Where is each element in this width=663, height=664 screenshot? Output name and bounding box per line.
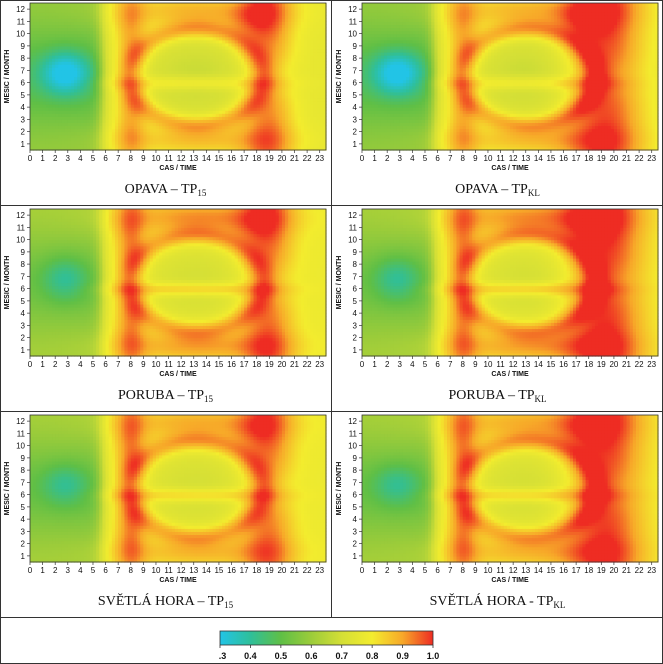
x-tick-label: 8: [129, 154, 134, 163]
x-tick-label: 0: [28, 154, 33, 163]
x-tick-label: 15: [214, 154, 223, 163]
x-tick-label: 16: [227, 154, 236, 163]
panel-opava-tpkl: 0 1 2 3 4 5 6 7 8 9 10 11 12 13 14 15 16 17 18 19 20 21 22 23 1 2…: [332, 0, 663, 205]
y-axis-title: MESIC / MONTH: [4, 50, 11, 104]
heatmap-cells: [362, 3, 659, 151]
x-tick-label: 19: [265, 154, 274, 163]
y-tick-label: 6: [21, 79, 26, 88]
x-tick-label: 11: [164, 154, 173, 163]
y-tick-label: 3: [21, 115, 26, 124]
y-tick-label: 10: [16, 30, 25, 39]
x-tick-label: 9: [141, 154, 146, 163]
x-tick-label: 10: [152, 154, 161, 163]
x-tick-label: 1: [40, 154, 45, 163]
x-tick-label: 2: [53, 154, 58, 163]
y-tick-label: 8: [21, 54, 26, 63]
y-tick-label: 9: [21, 42, 26, 51]
caption-subscript: 15: [197, 188, 206, 198]
x-tick-label: 14: [202, 154, 211, 163]
x-tick-label: 12: [177, 154, 186, 163]
x-tick-label: 20: [277, 154, 286, 163]
y-tick-label: 5: [21, 91, 26, 100]
y-tick-label: 12: [16, 5, 25, 14]
heatmap-cells: [30, 3, 327, 151]
x-tick-label: 23: [315, 154, 324, 163]
heatmap-plot: 0 1 2 3 4 5 6 7 8 9 10 11 12 13 14 15 16 17 18 19 20 21 22 2312…: [4, 2, 327, 172]
x-tick-label: 22: [303, 154, 312, 163]
x-tick-label: 18: [252, 154, 261, 163]
x-tick-label: 5: [91, 154, 96, 163]
y-tick-label: 7: [21, 66, 26, 75]
y-tick-label: 2: [21, 128, 26, 137]
x-tick-label: 21: [290, 154, 299, 163]
heatmap-plot: 0 1 2 3 4 5 6 7 8 9 10 11 12 13 14 15 16 17 18 19 20 21 22 2312…: [336, 2, 659, 172]
caption-main: OPAVA – TP: [125, 182, 198, 197]
x-tick-label: 4: [78, 154, 83, 163]
panel-caption: OPAVA – TP15: [0, 182, 331, 198]
x-tick-label: 17: [240, 154, 249, 163]
x-tick-label: 3: [66, 154, 71, 163]
panel-opava-tp15: 0 1 2 3 4 5 6 7 8 9 10 11 12 13 14 15 16 17 18 19 20 21 22 23 1 2…: [0, 0, 331, 205]
y-tick-label: 1: [21, 140, 26, 149]
x-tick-label: 7: [116, 154, 121, 163]
x-axis-title: CAS / TIME: [159, 165, 197, 172]
y-tick-label: 4: [21, 103, 26, 112]
x-tick-label: 6: [103, 154, 108, 163]
x-tick-label: 13: [189, 154, 198, 163]
y-tick-label: 11: [17, 17, 26, 26]
